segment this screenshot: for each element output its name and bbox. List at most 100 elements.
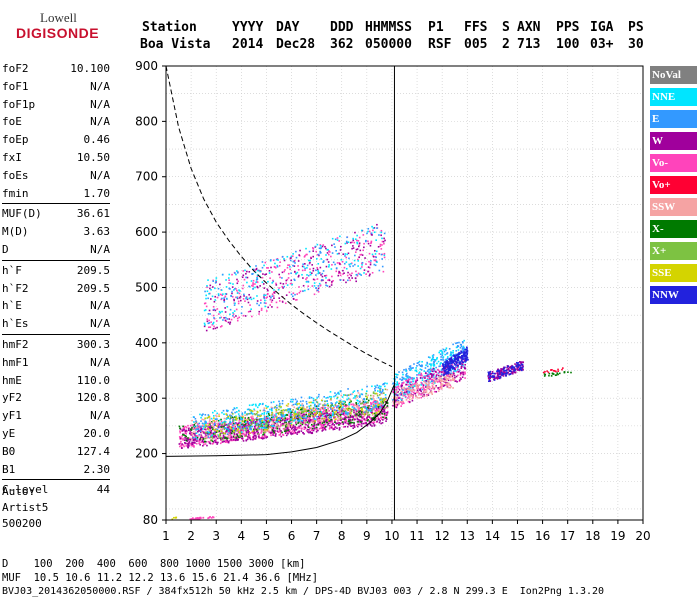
echo-point bbox=[433, 381, 436, 384]
echo-point bbox=[445, 379, 448, 382]
echo-point bbox=[424, 375, 427, 378]
echo-point bbox=[290, 428, 293, 430]
echo-point bbox=[230, 437, 233, 440]
echo-point bbox=[268, 295, 271, 298]
echo-point bbox=[374, 407, 376, 409]
echo-point bbox=[370, 405, 373, 408]
echo-point bbox=[362, 249, 364, 252]
echo-point bbox=[395, 403, 397, 406]
echo-point bbox=[459, 376, 462, 379]
echo-point bbox=[440, 349, 442, 352]
echo-point bbox=[294, 411, 297, 414]
echo-point bbox=[242, 270, 245, 272]
header-value-11: 30 bbox=[628, 37, 644, 52]
echo-point bbox=[373, 400, 376, 402]
echo-point bbox=[191, 438, 193, 441]
echo-point bbox=[408, 367, 410, 370]
echo-point bbox=[196, 423, 199, 425]
echo-point bbox=[267, 427, 269, 430]
echo-point bbox=[334, 263, 336, 266]
echo-point bbox=[446, 368, 448, 371]
echo-point bbox=[431, 393, 434, 395]
echo-point bbox=[263, 294, 265, 297]
echo-point bbox=[282, 433, 284, 436]
echo-point bbox=[381, 265, 384, 268]
echo-point bbox=[290, 422, 292, 425]
echo-point bbox=[276, 426, 278, 428]
echo-point bbox=[201, 431, 204, 434]
echo-point bbox=[213, 431, 216, 434]
echo-point bbox=[289, 416, 292, 418]
echo-point bbox=[189, 424, 192, 427]
echo-point bbox=[343, 408, 345, 410]
echo-point bbox=[199, 413, 201, 416]
echo-point bbox=[278, 428, 281, 430]
echo-point bbox=[221, 411, 223, 414]
echo-point bbox=[319, 252, 322, 254]
echo-point bbox=[405, 383, 407, 386]
echo-point bbox=[233, 310, 236, 312]
echo-point bbox=[442, 378, 445, 380]
echo-point bbox=[339, 410, 341, 413]
echo-point bbox=[304, 254, 306, 257]
echo-point bbox=[322, 260, 325, 262]
echo-point bbox=[385, 401, 387, 403]
echo-point bbox=[318, 417, 321, 420]
echo-point bbox=[207, 436, 210, 438]
echo-point bbox=[321, 418, 323, 421]
echo-point bbox=[265, 430, 267, 433]
echo-point bbox=[249, 310, 252, 313]
echo-point bbox=[214, 410, 216, 412]
echo-point bbox=[453, 362, 456, 365]
echo-point bbox=[311, 415, 314, 417]
echo-point bbox=[321, 427, 323, 430]
echo-point bbox=[325, 419, 328, 421]
echo-point bbox=[275, 408, 277, 411]
echo-point bbox=[250, 409, 253, 412]
echo-point bbox=[218, 310, 221, 313]
echo-point bbox=[236, 435, 239, 438]
echo-point bbox=[459, 346, 462, 349]
echo-point bbox=[299, 407, 302, 409]
echo-point bbox=[376, 227, 378, 229]
echo-point bbox=[285, 424, 288, 427]
echo-point bbox=[243, 433, 245, 436]
echo-point bbox=[356, 275, 359, 277]
echo-point bbox=[456, 366, 458, 369]
echo-point bbox=[361, 264, 363, 266]
echo-point bbox=[308, 417, 311, 420]
echo-point bbox=[350, 425, 352, 428]
echo-point bbox=[373, 408, 376, 411]
echo-point bbox=[187, 429, 190, 432]
echo-point bbox=[460, 378, 462, 380]
echo-point bbox=[427, 386, 429, 388]
param-value: 10.100 bbox=[70, 62, 110, 75]
echo-point bbox=[260, 430, 263, 433]
echo-point bbox=[193, 421, 195, 423]
echo-point bbox=[294, 398, 297, 401]
echo-point bbox=[218, 413, 220, 416]
echo-point bbox=[383, 414, 386, 416]
echo-point bbox=[453, 360, 455, 363]
echo-point bbox=[213, 424, 216, 426]
echo-point bbox=[461, 358, 464, 360]
echo-point bbox=[246, 427, 249, 429]
echo-point bbox=[268, 430, 270, 432]
echo-point bbox=[205, 297, 207, 300]
echo-point bbox=[299, 413, 302, 415]
echo-point bbox=[191, 433, 194, 436]
echo-point bbox=[205, 436, 208, 439]
echo-point bbox=[185, 426, 188, 429]
echo-point bbox=[317, 405, 320, 407]
echo-point bbox=[440, 387, 443, 390]
echo-point bbox=[233, 407, 236, 410]
echo-point bbox=[182, 437, 184, 440]
echo-point bbox=[349, 412, 352, 414]
echo-point bbox=[248, 404, 251, 407]
echo-point bbox=[232, 427, 235, 429]
echo-point bbox=[344, 412, 346, 414]
echo-point bbox=[324, 423, 327, 425]
echo-point bbox=[286, 430, 288, 433]
echo-point bbox=[395, 404, 397, 407]
echo-point bbox=[256, 415, 259, 418]
